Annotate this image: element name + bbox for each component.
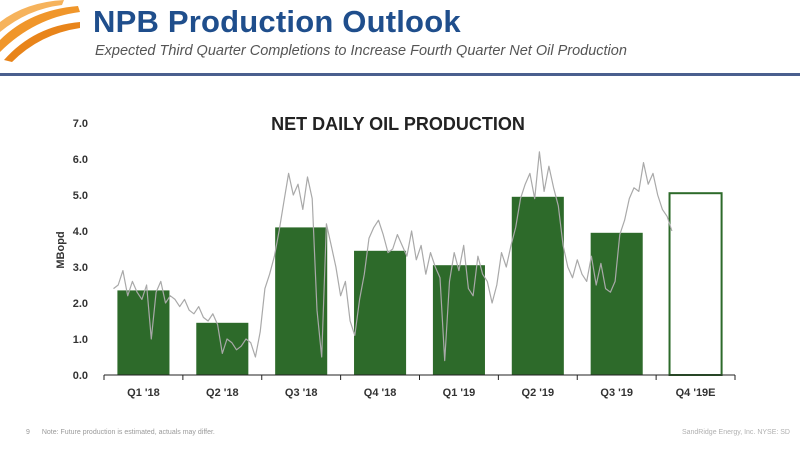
y-tick-label: 3.0 [73, 262, 88, 274]
y-tick-label: 4.0 [73, 226, 88, 238]
daily-production-series [113, 151, 673, 362]
daily-production-line [113, 151, 673, 362]
page-number: 9 [26, 429, 30, 436]
page-title: NPB Production Outlook [93, 4, 461, 39]
y-axis-label: MBopd [55, 231, 67, 268]
footer-note: 9 Note: Future production is estimated, … [26, 429, 215, 436]
bar [511, 196, 564, 375]
bar [117, 290, 170, 375]
x-axis-ticks: Q1 '18 Q2 '18 Q3 '18 Q4 '18 Q1 '19 Q2 '19 Q3 '… [103, 375, 736, 399]
x-tick-label: Q4 '19E [676, 387, 716, 399]
header-divider [0, 73, 800, 76]
page-subtitle: Expected Third Quarter Completions to In… [95, 43, 627, 59]
chart-title: NET DAILY OIL PRODUCTION [271, 114, 525, 134]
x-tick-label: Q1 '19 [443, 387, 476, 399]
x-tick-label: Q3 '18 [285, 387, 318, 399]
bar-estimate [668, 192, 723, 376]
bar [196, 322, 249, 375]
y-tick-label: 5.0 [73, 190, 88, 202]
y-tick-label: 6.0 [73, 154, 88, 166]
x-tick-label: Q2 '18 [206, 387, 239, 399]
footer-note-text: Note: Future production is estimated, ac… [41, 429, 215, 436]
y-tick-label: 7.0 [73, 118, 88, 130]
x-tick-label: Q2 '19 [522, 387, 555, 399]
bar [354, 250, 407, 375]
y-tick-label: 2.0 [73, 298, 88, 310]
x-tick-label: Q4 '18 [364, 387, 397, 399]
bars [117, 192, 723, 376]
footer-company: SandRidge Energy, Inc. NYSE: SD [681, 429, 790, 436]
net-daily-oil-production-chart: NET DAILY OIL PRODUCTION MBopd 0.0 1.0 2.0… [55, 114, 736, 399]
y-tick-label: 1.0 [73, 334, 88, 346]
x-tick-label: Q3 '19 [600, 387, 633, 399]
company-logo-icon [0, 0, 80, 62]
bar [432, 265, 485, 375]
bar [590, 232, 643, 375]
y-tick-label: 0.0 [73, 370, 88, 382]
y-axis-ticks: 0.0 1.0 2.0 3.0 4.0 5.0 6.0 7.0 [73, 118, 88, 382]
x-tick-label: Q1 '18 [127, 387, 160, 399]
bar [275, 227, 328, 375]
